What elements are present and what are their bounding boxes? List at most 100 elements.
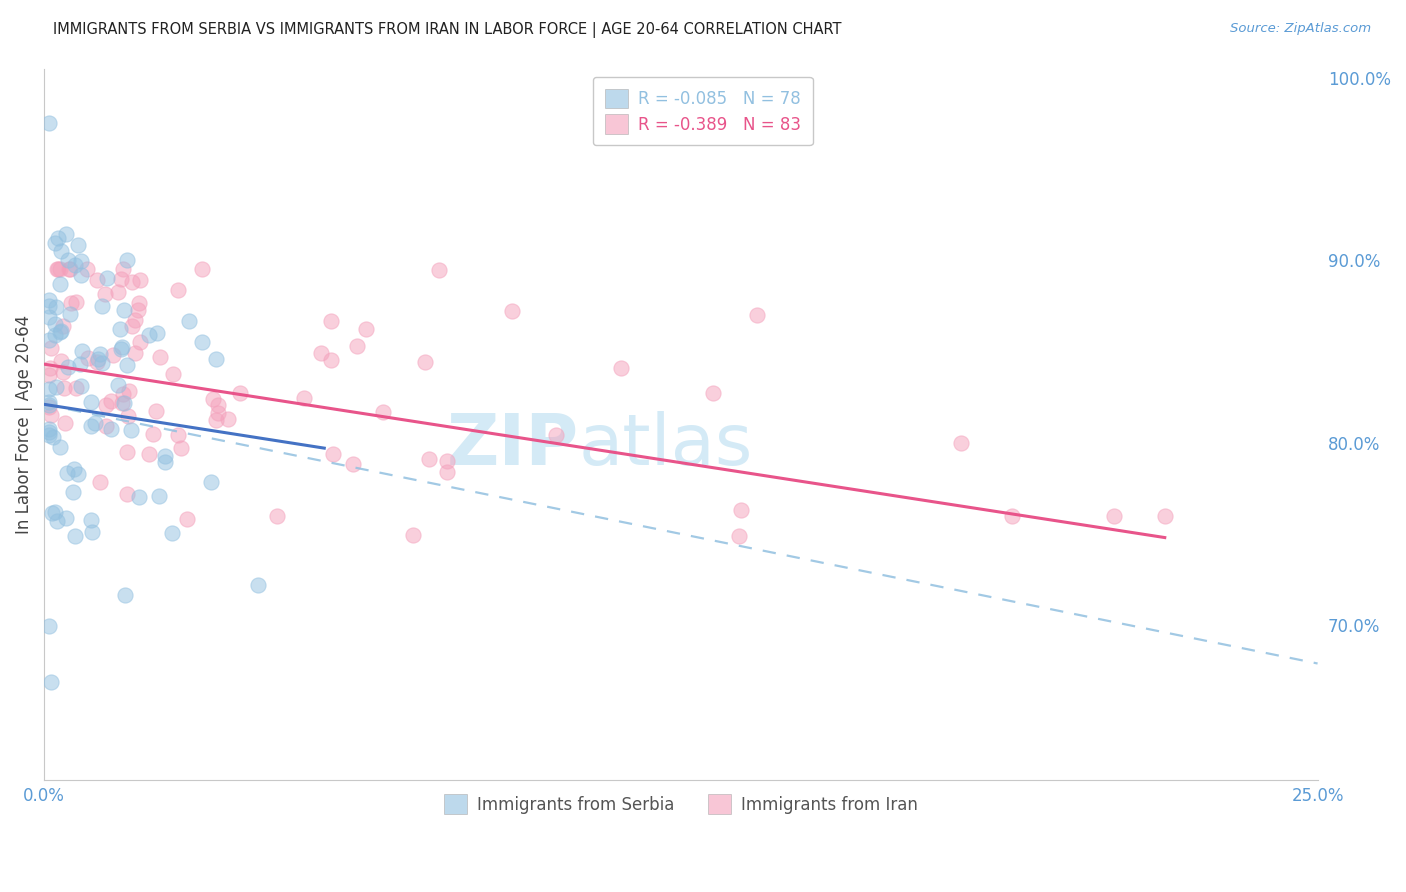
Point <box>730 503 752 517</box>
Point <box>38 293 60 307</box>
Point <box>65 294 87 309</box>
Point <box>41 506 63 520</box>
Point <box>53 417 76 431</box>
Point <box>179 313 201 327</box>
Point <box>292 391 315 405</box>
Point <box>117 358 139 372</box>
Point <box>55 227 77 241</box>
Point <box>49 244 72 259</box>
Point <box>107 285 129 299</box>
Point <box>415 354 437 368</box>
Point <box>176 512 198 526</box>
Point <box>429 263 451 277</box>
Point <box>319 314 342 328</box>
Point <box>155 454 177 468</box>
Point <box>89 475 111 490</box>
Point <box>69 357 91 371</box>
Point <box>138 447 160 461</box>
Point <box>38 368 60 383</box>
Point <box>207 406 229 420</box>
Point <box>127 303 149 318</box>
Text: atlas: atlas <box>579 411 754 480</box>
Point <box>52 365 75 379</box>
Point <box>111 387 134 401</box>
Point <box>94 287 117 301</box>
Point <box>86 355 108 369</box>
Point <box>45 300 67 314</box>
Point <box>112 396 135 410</box>
Point <box>128 490 150 504</box>
Point <box>39 341 62 355</box>
Point <box>84 417 107 431</box>
Point <box>52 381 75 395</box>
Point <box>48 262 70 277</box>
Point <box>111 340 134 354</box>
Point <box>354 322 377 336</box>
Point <box>129 273 152 287</box>
Point <box>70 378 93 392</box>
Point <box>80 394 103 409</box>
Point <box>72 343 94 358</box>
Point <box>142 426 165 441</box>
Point <box>58 262 80 277</box>
Point <box>89 347 111 361</box>
Point <box>59 307 82 321</box>
Point <box>59 295 82 310</box>
Point <box>38 116 60 130</box>
Point <box>950 435 973 450</box>
Point <box>115 487 138 501</box>
Point <box>191 262 214 277</box>
Point <box>321 352 343 367</box>
Point <box>162 525 184 540</box>
Point <box>67 467 90 482</box>
Point <box>124 312 146 326</box>
Point <box>149 351 172 365</box>
Point <box>69 254 91 268</box>
Point <box>38 422 60 436</box>
Point <box>342 457 364 471</box>
Point <box>217 412 239 426</box>
Point <box>501 304 523 318</box>
Point <box>162 367 184 381</box>
Point <box>115 252 138 267</box>
Point <box>65 258 87 272</box>
Point <box>38 398 60 412</box>
Point <box>58 360 80 375</box>
Point <box>80 513 103 527</box>
Point <box>45 380 67 394</box>
Point <box>67 238 90 252</box>
Point <box>56 466 79 480</box>
Point <box>62 485 84 500</box>
Point <box>91 299 114 313</box>
Point <box>200 475 222 489</box>
Point <box>436 466 458 480</box>
Point <box>702 386 724 401</box>
Point <box>110 342 132 356</box>
Point <box>309 345 332 359</box>
Point <box>38 427 60 442</box>
Text: Source: ZipAtlas.com: Source: ZipAtlas.com <box>1230 22 1371 36</box>
Point <box>191 335 214 350</box>
Point <box>1102 508 1125 523</box>
Point <box>49 262 72 277</box>
Point <box>167 428 190 442</box>
Point <box>44 235 66 250</box>
Point <box>204 413 226 427</box>
Point <box>38 401 60 415</box>
Point <box>117 409 139 423</box>
Point <box>128 295 150 310</box>
Point <box>610 361 633 376</box>
Point <box>121 423 143 437</box>
Point <box>70 268 93 282</box>
Point <box>79 418 101 433</box>
Point <box>128 335 150 350</box>
Point <box>100 422 122 436</box>
Point <box>41 430 63 444</box>
Point <box>121 275 143 289</box>
Point <box>77 351 100 365</box>
Text: ZIP: ZIP <box>447 411 579 480</box>
Point <box>112 302 135 317</box>
Point <box>49 325 72 339</box>
Point <box>207 399 229 413</box>
Point <box>121 319 143 334</box>
